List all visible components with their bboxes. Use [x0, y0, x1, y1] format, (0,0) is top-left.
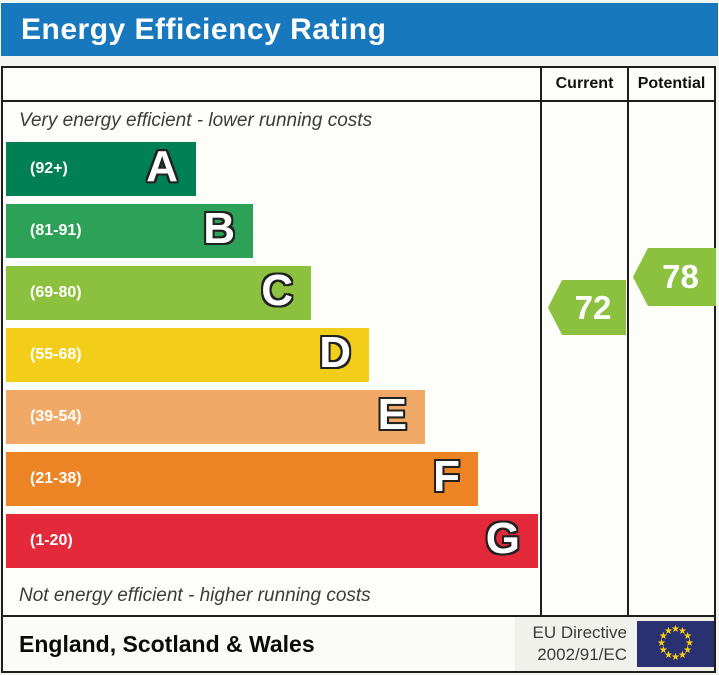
- eu-directive-label: EU Directive 2002/91/EC: [533, 622, 627, 666]
- page-title: Energy Efficiency Rating: [21, 13, 387, 46]
- band-g: (1-20) G: [6, 514, 538, 568]
- potential-column-divider: [627, 102, 629, 615]
- eu-directive-line1: EU Directive: [532, 622, 627, 642]
- eu-flag-star: ★: [683, 631, 693, 642]
- caption-very-efficient: Very energy efficient - lower running co…: [19, 110, 373, 131]
- band-letter: D: [319, 328, 351, 378]
- band-range-label: (1-20): [30, 532, 73, 549]
- title-bar: Energy Efficiency Rating: [1, 3, 718, 56]
- current-column-divider: [540, 102, 542, 615]
- region-label: England, Scotland & Wales: [19, 630, 315, 657]
- band-c: (69-80) C: [6, 266, 311, 320]
- column-divider: [627, 68, 629, 100]
- rating-table: Current Potential Very energy efficient …: [1, 66, 716, 617]
- eu-flag-star: ★: [658, 645, 668, 656]
- eu-directive-line2: 2002/91/EC: [537, 645, 627, 664]
- header-spacer: [3, 68, 540, 100]
- eu-flag-star: ★: [683, 645, 693, 656]
- eu-flag-star: ★: [658, 631, 668, 642]
- band-letter: F: [433, 452, 460, 502]
- band-b: (81-91) B: [6, 204, 253, 258]
- column-divider: [540, 68, 542, 100]
- band-f: (21-38) F: [6, 452, 478, 506]
- eu-flag-star: ★: [664, 625, 673, 637]
- potential-rating-value: 78: [662, 258, 699, 295]
- directive-panel: EU Directive 2002/91/EC ★ ★ ★ ★ ★ ★ ★ ★ ★ ★ ★ ★: [514, 617, 714, 671]
- current-rating-arrow: 72: [548, 280, 626, 335]
- band-letter: G: [485, 514, 520, 564]
- band-letter: A: [146, 142, 178, 192]
- eu-flag-star: ★: [664, 650, 673, 662]
- band-letter: B: [203, 204, 235, 254]
- rating-bands: (92+) A (81-91) B (69-80) C (55-68) D (3…: [6, 142, 538, 576]
- potential-column-header: Potential: [637, 75, 706, 92]
- band-range-label: (21-38): [30, 470, 82, 487]
- potential-rating-arrow: 78: [633, 248, 716, 306]
- caption-not-efficient: Not energy efficient - higher running co…: [19, 585, 371, 606]
- eu-flag-star: ★: [671, 652, 680, 663]
- band-range-label: (39-54): [30, 408, 82, 425]
- eu-flag-star: ★: [678, 625, 687, 637]
- band-letter: C: [261, 266, 293, 316]
- band-a: (92+) A: [6, 142, 196, 196]
- eu-flag-star: ★: [685, 638, 694, 649]
- eu-flag-star: ★: [678, 650, 687, 662]
- eu-flag-icon: ★ ★ ★ ★ ★ ★ ★ ★ ★ ★ ★ ★: [637, 621, 714, 667]
- band-range-label: (55-68): [30, 346, 82, 363]
- chart-body: Very energy efficient - lower running co…: [3, 102, 716, 615]
- band-range-label: (92+): [30, 160, 68, 177]
- table-header-row: Current Potential: [3, 68, 714, 102]
- band-letter: E: [377, 390, 407, 440]
- eu-flag-star: ★: [671, 624, 680, 635]
- band-d: (55-68) D: [6, 328, 369, 382]
- current-rating-value: 72: [574, 288, 612, 326]
- footer-bar: England, Scotland & Wales EU Directive 2…: [1, 615, 716, 673]
- band-range-label: (81-91): [30, 222, 82, 239]
- eu-flag-star: ★: [657, 638, 666, 649]
- current-column-header: Current: [555, 75, 614, 92]
- band-e: (39-54) E: [6, 390, 425, 444]
- band-range-label: (69-80): [30, 284, 82, 301]
